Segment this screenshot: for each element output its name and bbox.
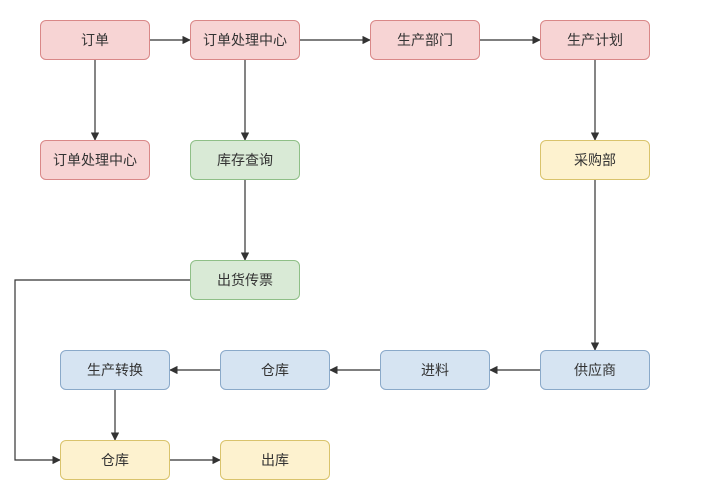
node-label: 生产转换 <box>87 360 143 380</box>
node-order_center2: 订单处理中心 <box>40 140 150 180</box>
node-supplier: 供应商 <box>540 350 650 390</box>
node-ship_slip: 出货传票 <box>190 260 300 300</box>
node-label: 仓库 <box>101 450 129 470</box>
node-label: 出库 <box>261 450 289 470</box>
node-warehouse: 仓库 <box>220 350 330 390</box>
node-label: 仓库 <box>261 360 289 380</box>
node-label: 订单处理中心 <box>53 150 137 170</box>
node-warehouse2: 仓库 <box>60 440 170 480</box>
flowchart-edges <box>0 0 701 500</box>
node-label: 采购部 <box>574 150 616 170</box>
node-label: 生产部门 <box>397 30 453 50</box>
node-label: 库存查询 <box>217 150 273 170</box>
node-outbound: 出库 <box>220 440 330 480</box>
node-label: 出货传票 <box>217 270 273 290</box>
node-incoming: 进料 <box>380 350 490 390</box>
node-stock_query: 库存查询 <box>190 140 300 180</box>
node-purchase: 采购部 <box>540 140 650 180</box>
node-order_center: 订单处理中心 <box>190 20 300 60</box>
node-label: 进料 <box>421 360 449 380</box>
node-label: 订单处理中心 <box>203 30 287 50</box>
node-label: 生产计划 <box>567 30 623 50</box>
node-label: 供应商 <box>574 360 616 380</box>
node-prod_plan: 生产计划 <box>540 20 650 60</box>
node-order: 订单 <box>40 20 150 60</box>
node-prod_dept: 生产部门 <box>370 20 480 60</box>
node-prod_convert: 生产转换 <box>60 350 170 390</box>
node-label: 订单 <box>81 30 109 50</box>
